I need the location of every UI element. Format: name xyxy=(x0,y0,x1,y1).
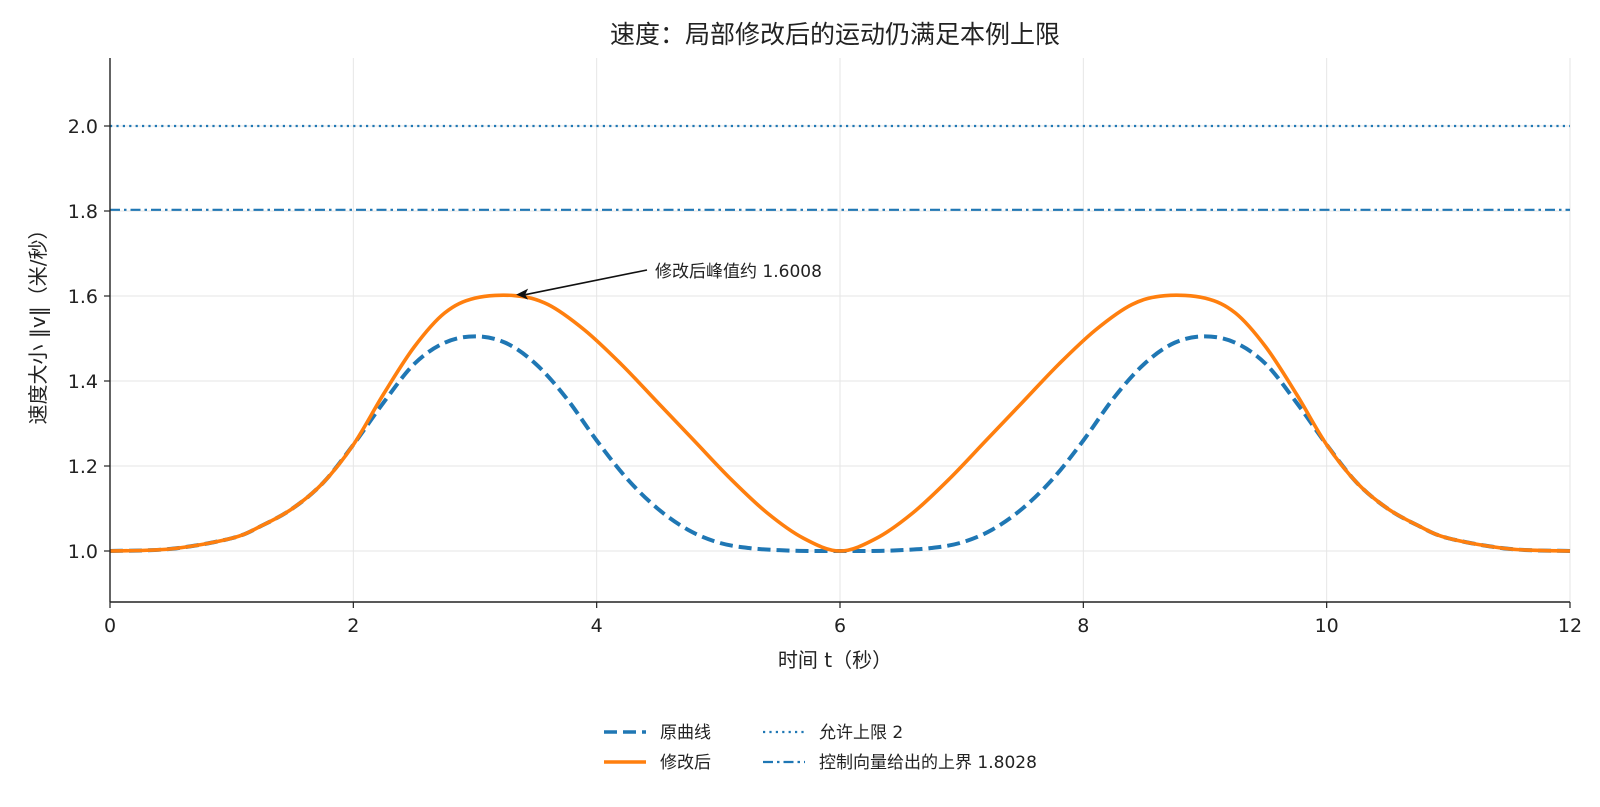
x-tick-label: 0 xyxy=(104,615,116,637)
x-tick-label: 10 xyxy=(1315,615,1339,637)
chart-title: 速度：局部修改后的运动仍满足本例上限 xyxy=(610,20,1060,49)
y-tick-label: 1.8 xyxy=(68,201,98,223)
y-axis-label: 速度大小 ‖v‖（米/秒） xyxy=(26,220,50,425)
legend-label: 允许上限 2 xyxy=(819,723,903,743)
annotation-arrow-line xyxy=(524,269,648,296)
y-tick-label: 1.0 xyxy=(68,541,98,563)
legend-label: 控制向量给出的上界 1.8028 xyxy=(819,753,1037,773)
y-tick-label: 1.6 xyxy=(68,286,98,308)
annotation-label: 修改后峰值约 1.6008 xyxy=(655,262,822,282)
y-tick-label: 1.4 xyxy=(68,371,98,393)
x-tick-label: 8 xyxy=(1077,615,1089,637)
x-tick-label: 4 xyxy=(591,615,603,637)
legend-label: 修改后 xyxy=(660,753,711,773)
series-lines xyxy=(109,293,1571,554)
reference-lines xyxy=(110,124,1570,211)
y-tick-label: 2.0 xyxy=(68,116,98,138)
x-axis-label: 时间 t（秒） xyxy=(778,648,892,672)
x-tick-label: 6 xyxy=(834,615,846,637)
grid xyxy=(109,58,1571,602)
x-tick-label: 12 xyxy=(1558,615,1582,637)
series-modified-line xyxy=(109,293,1571,553)
x-tick-label: 2 xyxy=(347,615,359,637)
y-tick-label: 1.2 xyxy=(68,456,98,478)
legend-label: 原曲线 xyxy=(660,723,711,743)
tick-labels: 0 2 4 6 8 10 12 1.0 1.2 1.4 1.6 1.8 2.0 xyxy=(68,116,1582,637)
annotation: 修改后峰值约 1.6008 xyxy=(516,262,822,300)
axes xyxy=(104,58,1571,608)
annotation-arrowhead xyxy=(516,288,529,300)
